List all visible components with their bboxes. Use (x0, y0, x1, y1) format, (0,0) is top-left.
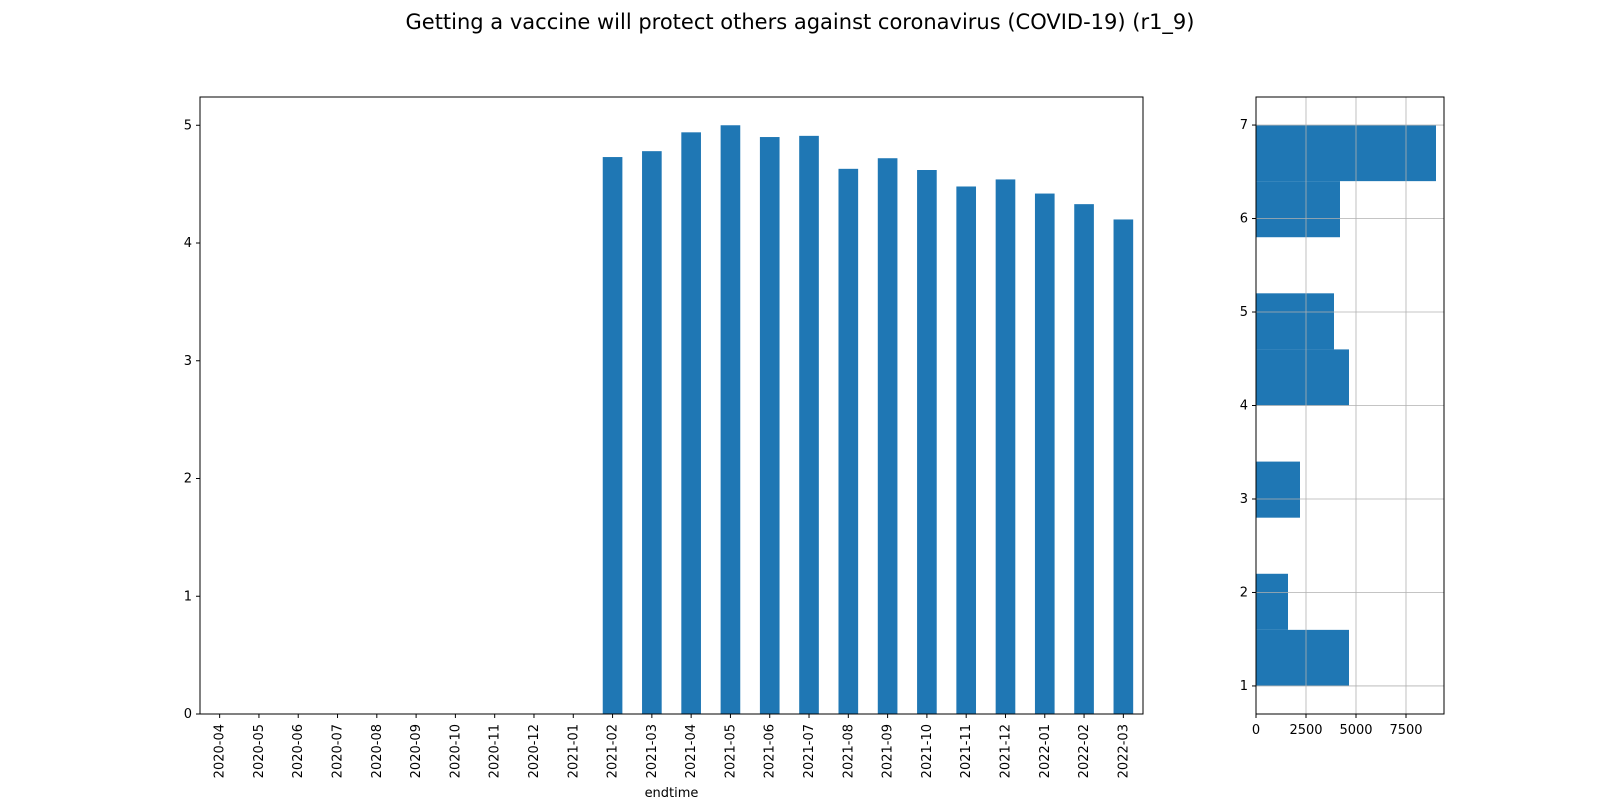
main-bar-chart: 0 1 2 3 4 5 2020-04 2020-05 2020-06 2020-07 2020-0… (184, 96, 1144, 800)
histogram-bar (1256, 349, 1349, 406)
histogram-bar (1256, 461, 1300, 518)
chart-title: Getting a vaccine will protect others ag… (405, 10, 1195, 34)
bar (1034, 193, 1055, 714)
bar (759, 137, 780, 714)
x-tick-label: 2020-10 (448, 724, 463, 778)
x-axis-label: endtime (645, 786, 699, 800)
x-tick-label: 2021-01 (566, 724, 581, 778)
x-tick-label: 2020-05 (252, 724, 267, 778)
x-tick-label: 2022-02 (1077, 724, 1092, 778)
bar (956, 186, 977, 715)
bar (917, 170, 937, 715)
x-tick-label: 2020-08 (370, 724, 385, 778)
bar (1074, 204, 1094, 714)
histogram-bar (1256, 573, 1288, 630)
x-tick-label: 2020-04 (213, 724, 228, 778)
hist-y-tick-label: 2 (1240, 585, 1248, 600)
x-tick-label: 2022-03 (1116, 724, 1131, 778)
y-tick-label: 4 (184, 236, 192, 251)
x-tick-label: 2020-07 (331, 724, 346, 778)
x-tick-label: 2020-11 (488, 724, 503, 778)
hist-y-tick-label: 6 (1240, 212, 1248, 227)
bar (838, 168, 859, 714)
hist-y-tick-label: 1 (1240, 679, 1248, 694)
x-tick-label: 2021-04 (684, 724, 699, 778)
x-tick-label: 2021-11 (959, 724, 974, 778)
histogram-bar (1256, 125, 1436, 182)
y-tick-label: 1 (184, 589, 192, 604)
hist-y-tick-label: 3 (1240, 492, 1248, 507)
x-tick-label: 2020-09 (409, 724, 424, 778)
bar (720, 125, 741, 715)
bar (602, 157, 623, 715)
hist-x-tick-label: 2500 (1289, 723, 1322, 738)
x-tick-label: 2021-03 (645, 724, 660, 778)
hist-y-tick-label: 5 (1240, 305, 1248, 320)
x-tick-label: 2021-06 (763, 724, 778, 778)
bar (642, 151, 662, 714)
x-tick-label: 2022-01 (1038, 724, 1053, 778)
bar (995, 179, 1016, 715)
hist-y-tick-label: 7 (1240, 118, 1248, 133)
x-tick-label: 2020-12 (527, 724, 542, 778)
histogram-chart: 1 2 3 4 5 6 7 0 2500 5000 7500 (1240, 96, 1445, 738)
y-tick-label: 2 (184, 472, 192, 487)
histogram-bar (1256, 293, 1334, 350)
y-tick-label: 0 (184, 707, 192, 722)
histogram-bar (1256, 629, 1349, 686)
x-tick-label: 2021-07 (802, 724, 817, 778)
x-tick-label: 2020-06 (291, 724, 306, 778)
y-tick-label: 3 (184, 354, 192, 369)
x-tick-label: 2021-09 (881, 724, 896, 778)
x-tick-label: 2021-02 (606, 724, 621, 778)
x-tick-label: 2021-05 (723, 724, 738, 778)
bar (799, 135, 819, 714)
hist-x-tick-label: 7500 (1389, 723, 1422, 738)
y-tick-label: 5 (184, 118, 192, 133)
bar (1113, 219, 1134, 714)
x-tick-label: 2021-12 (998, 724, 1013, 778)
x-tick-label: 2021-08 (841, 724, 856, 778)
hist-x-tick-label: 5000 (1339, 723, 1372, 738)
bar (877, 158, 898, 714)
plot-frame (199, 96, 1144, 715)
bar (681, 132, 701, 714)
histogram-bar (1256, 181, 1340, 238)
hist-x-tick-label: 0 (1252, 723, 1260, 738)
x-tick-label: 2021-10 (920, 724, 935, 778)
hist-y-tick-label: 4 (1240, 399, 1248, 414)
